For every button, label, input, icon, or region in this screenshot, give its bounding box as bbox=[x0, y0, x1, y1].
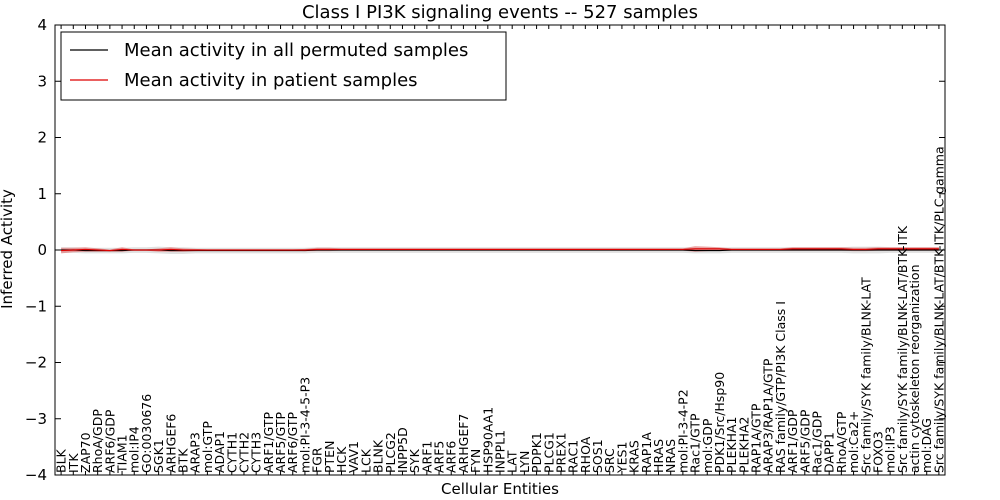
category-label: mol:Ca2+ bbox=[846, 411, 861, 473]
category-label: ARHGEF6 bbox=[163, 414, 178, 473]
y-tick-label: −2 bbox=[25, 354, 47, 372]
category-label: LAT bbox=[505, 450, 520, 473]
legend-label-permuted: Mean activity in all permuted samples bbox=[124, 40, 468, 61]
category-label: Rac1/GTP bbox=[688, 413, 703, 473]
category-label: DAPP1 bbox=[822, 432, 837, 473]
category-label: ARF1 bbox=[419, 441, 434, 473]
category-label: mol:PI-3-4-5-P3 bbox=[297, 377, 312, 473]
category-label: mol:IP3 bbox=[883, 426, 898, 473]
legend-box bbox=[60, 31, 507, 101]
category-label: VAV1 bbox=[346, 441, 361, 473]
category-label: PLEKHA1 bbox=[724, 416, 739, 473]
category-label: PLEKHA2 bbox=[736, 416, 751, 473]
category-label: BLNK bbox=[371, 439, 386, 473]
y-tick-label: −3 bbox=[25, 410, 47, 428]
category-label: ARF6/GTP bbox=[285, 412, 300, 473]
y-axis-label: Inferred Activity bbox=[0, 189, 16, 309]
category-label: mol:GTP bbox=[200, 421, 215, 473]
category-label: mol:PI-3-4-P2 bbox=[675, 389, 690, 473]
category-label: PREX1 bbox=[553, 432, 568, 473]
category-label: ARF1/GDP bbox=[785, 409, 800, 473]
y-tick-label: 4 bbox=[37, 16, 47, 34]
category-label: ADAP1 bbox=[212, 431, 227, 473]
y-tick-label: 3 bbox=[37, 72, 47, 90]
category-label: ARF6/GDP bbox=[102, 409, 117, 473]
category-label: PDPK1 bbox=[529, 432, 544, 473]
category-label: ARHGEF7 bbox=[456, 414, 471, 473]
category-label: CYTH3 bbox=[249, 432, 264, 473]
category-label: LCK bbox=[358, 448, 373, 473]
category-label: Src family/SYK family/BLNK-LAT/BTK-ITK/P… bbox=[931, 146, 946, 473]
category-label: Src family/SYK family/BLNK-LAT/BTK-ITK bbox=[895, 225, 910, 473]
legend-label-patient: Mean activity in patient samples bbox=[124, 70, 418, 91]
category-label: CYTH2 bbox=[236, 432, 251, 473]
category-label: CYTH1 bbox=[224, 432, 239, 473]
series-lines bbox=[61, 248, 939, 252]
category-label: SOS1 bbox=[590, 439, 605, 473]
category-label: SGK1 bbox=[151, 439, 166, 473]
x-ticks bbox=[60, 25, 940, 475]
category-label: RAP1A/GTP bbox=[749, 403, 764, 473]
y-tick-label: −1 bbox=[25, 297, 47, 315]
x-axis-label: Cellular Entities bbox=[441, 480, 559, 498]
category-label: FOXO3 bbox=[870, 431, 885, 473]
category-label: ARF5/GDP bbox=[797, 409, 812, 473]
category-label: mol:IP4 bbox=[127, 426, 142, 473]
category-label: TIAM1 bbox=[115, 434, 130, 474]
y-tick-label: 1 bbox=[37, 185, 47, 203]
category-label: HRAS bbox=[651, 439, 666, 473]
category-label: actin cytoskeleton reorganization bbox=[907, 264, 922, 473]
category-label: Rac1/GDP bbox=[809, 411, 824, 473]
line-series-1 bbox=[61, 248, 939, 252]
y-tick-label: 2 bbox=[37, 129, 47, 147]
category-labels: BLKITKZAP70RhoA/GDPARF6/GDPTIAM1mol:IP4G… bbox=[54, 146, 947, 474]
category-label: PLCG1 bbox=[541, 432, 556, 473]
category-label: Src family/SYK family/BLNK-LAT bbox=[858, 277, 873, 473]
y-tick-label: −4 bbox=[25, 466, 47, 484]
category-label: PLCG2 bbox=[383, 432, 398, 473]
y-ticks: −4 −3 −2 −1 0 1 2 3 4 bbox=[25, 16, 945, 484]
category-label: SRC bbox=[602, 448, 617, 473]
plot-area: −4 −3 −2 −1 0 1 2 3 4 bbox=[25, 16, 946, 484]
category-label: ARAP3/RAP1A/GTP bbox=[761, 358, 776, 473]
category-label: ARF5/GTP bbox=[273, 412, 288, 473]
category-label: YES1 bbox=[614, 442, 629, 474]
category-label: HSP90AA1 bbox=[480, 407, 495, 473]
category-label: INPP5D bbox=[395, 427, 410, 473]
category-label: ARF6 bbox=[444, 441, 459, 473]
category-label: ARF5 bbox=[432, 441, 447, 473]
y-tick-label: 0 bbox=[37, 241, 47, 259]
category-label: BTK bbox=[176, 448, 191, 473]
category-label: mol:DAG bbox=[919, 418, 934, 473]
chart-title: Class I PI3K signaling events -- 527 sam… bbox=[302, 2, 698, 23]
plot-frame bbox=[54, 24, 946, 476]
category-label: ITK bbox=[66, 453, 81, 473]
category-label: RhoA/GDP bbox=[90, 409, 105, 473]
category-label: RHOA bbox=[578, 436, 593, 473]
category-label: LYN bbox=[517, 451, 532, 473]
category-label: KRAS bbox=[627, 440, 642, 473]
category-label: ARF1/GTP bbox=[261, 412, 276, 473]
category-label: FGR bbox=[310, 447, 325, 473]
category-label: RhoA/GTP bbox=[834, 411, 849, 473]
category-label: RAP1A bbox=[639, 432, 654, 473]
category-label: PTEN bbox=[322, 441, 337, 473]
category-label: PDK1/Src/Hsp90 bbox=[712, 372, 727, 473]
category-label: BLK bbox=[54, 448, 69, 473]
category-label: RAS family/GTP/PI3K Class I bbox=[773, 301, 788, 473]
category-label: ARAP3 bbox=[188, 432, 203, 473]
category-label: ZAP70 bbox=[78, 432, 93, 473]
category-label: mol:GDP bbox=[700, 418, 715, 473]
category-label: GO:0030676 bbox=[139, 394, 154, 473]
category-label: INPPL1 bbox=[493, 430, 508, 473]
category-label: NRAS bbox=[663, 439, 678, 473]
legend: Mean activity in all permuted samples Me… bbox=[60, 31, 507, 101]
category-label: RAC1 bbox=[566, 440, 581, 473]
category-label: SYK bbox=[407, 448, 422, 473]
category-label: FYN bbox=[468, 449, 483, 473]
category-label: HCK bbox=[334, 446, 349, 473]
